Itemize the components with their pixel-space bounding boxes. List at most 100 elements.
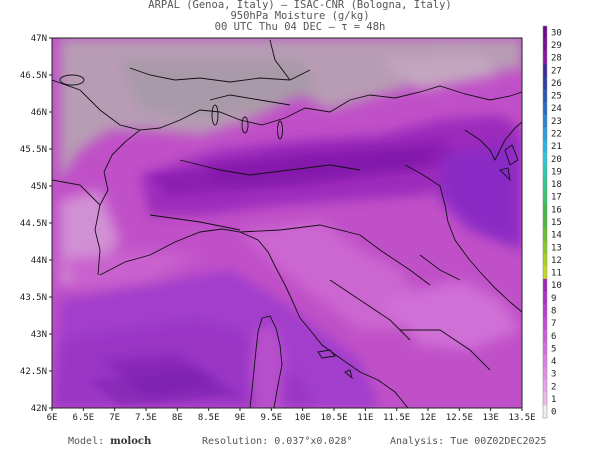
colorbar-label: 23 [551, 117, 562, 127]
colorbar-label: 24 [551, 104, 562, 114]
lon-tick-label: 11E [357, 413, 373, 423]
colorbar-label: 1 [551, 395, 556, 405]
colorbar-label: 26 [551, 79, 562, 89]
colorbar-swatch [543, 304, 547, 318]
colorbar-swatch [543, 101, 547, 116]
lat-tick-label: 45N [31, 182, 47, 192]
colorbar-swatch [543, 89, 547, 103]
colorbar-label: 3 [551, 370, 556, 380]
lon-tick-label: 12.5E [446, 413, 473, 423]
colorbar-swatch [543, 278, 547, 293]
colorbar-swatch [543, 38, 547, 52]
colorbar-swatch [543, 291, 547, 305]
lon-tick-label: 12E [420, 413, 436, 423]
colorbar-label: 15 [551, 218, 562, 228]
latitude-ticks: 47N 46.5N 46N 45.5N 45N 44.5N 44N 43.5N 43N 42.5N… [20, 34, 52, 414]
colorbar-swatch [543, 215, 547, 229]
lat-tick-label: 45.5N [20, 145, 47, 155]
colorbar-frame [542, 25, 548, 419]
lon-tick-label: 13E [483, 413, 499, 423]
lat-tick-label: 46.5N [20, 71, 47, 81]
lat-tick-label: 44.5N [20, 219, 47, 229]
lat-tick-label: 46N [31, 108, 47, 118]
lon-tick-label: 8.5E [198, 413, 220, 423]
footer-model-label: Model: [68, 436, 105, 447]
colorbar-swatch [543, 240, 547, 255]
colorbar-swatch [543, 253, 547, 267]
colorbar-label: 5 [551, 344, 556, 354]
colorbar-label: 17 [551, 193, 562, 203]
footer-analysis: Analysis: Tue 00Z02DEC2025 [390, 436, 547, 447]
colorbar-swatch [543, 76, 547, 90]
colorbar-swatch [543, 165, 547, 179]
colorbar-label: 10 [551, 281, 562, 291]
colorbar-label: 30 [551, 28, 562, 38]
colorbar-swatch [543, 190, 547, 204]
colorbar-swatch [543, 26, 547, 40]
colorbar: 3029282726252423222120191817161514131211… [542, 25, 562, 419]
lat-tick-label: 42N [31, 404, 47, 414]
lon-tick-label: 11.5E [383, 413, 410, 423]
lon-tick-label: 6.5E [72, 413, 94, 423]
lon-tick-label: 9E [235, 413, 246, 423]
lon-tick-label: 7E [109, 413, 120, 423]
colorbar-swatch [543, 228, 547, 242]
colorbar-swatch [543, 139, 547, 153]
colorbar-label: 14 [551, 231, 562, 241]
moisture-field [52, 38, 522, 408]
colorbar-swatch [543, 127, 547, 141]
colorbar-swatch [543, 392, 547, 406]
colorbar-label: 22 [551, 129, 562, 139]
colorbar-label: 16 [551, 205, 562, 215]
lon-tick-label: 10.5E [320, 413, 347, 423]
colorbar-swatch [543, 51, 547, 65]
colorbar-label: 21 [551, 142, 562, 152]
coastline-borders [52, 39, 522, 408]
colorbar-label: 6 [551, 332, 556, 342]
colorbar-label: 13 [551, 243, 562, 253]
colorbar-swatch [543, 405, 547, 419]
colorbar-label: 2 [551, 382, 556, 392]
colorbar-swatch [543, 152, 547, 166]
header-title-line: ARPAL (Genoa, Italy) — ISAC-CNR (Bologna… [148, 0, 452, 11]
colorbar-label: 12 [551, 256, 562, 266]
colorbar-label: 0 [551, 408, 556, 418]
colorbar-label: 18 [551, 180, 562, 190]
footer-resolution: Resolution: 0.037°x0.028° [202, 436, 353, 447]
colorbar-label: 29 [551, 41, 562, 51]
lat-tick-label: 44N [31, 256, 47, 266]
lon-tick-label: 9.5E [260, 413, 282, 423]
colorbar-swatch [543, 316, 547, 330]
colorbar-label: 4 [551, 357, 556, 367]
colorbar-swatch [543, 203, 547, 217]
colorbar-label: 9 [551, 294, 556, 304]
colorbar-label: 20 [551, 155, 562, 165]
colorbar-swatch [543, 114, 547, 128]
lon-tick-label: 13.5E [508, 413, 535, 423]
lat-tick-label: 43N [31, 330, 47, 340]
colorbar-swatch [543, 329, 547, 343]
footer-model: Model: moloch [68, 436, 151, 447]
lat-tick-label: 47N [31, 34, 47, 44]
colorbar-swatch [543, 367, 547, 381]
colorbar-label: 7 [551, 319, 556, 329]
colorbar-label: 19 [551, 167, 562, 177]
colorbar-label: 8 [551, 307, 556, 317]
lat-tick-label: 43.5N [20, 293, 47, 303]
header-time-line: 00 UTC Thu 04 DEC — τ = 48h [214, 21, 386, 33]
footer-model-name: moloch [110, 436, 152, 447]
colorbar-label: 25 [551, 92, 562, 102]
colorbar-swatch [543, 63, 547, 78]
colorbar-label: 28 [551, 54, 562, 64]
lon-tick-label: 8E [172, 413, 183, 423]
longitude-ticks: 6E 6.5E 7E 7.5E 8E 8.5E 9E 9.5E 10E 10.5E 11E 11.5E… [47, 408, 536, 423]
lon-tick-label: 6E [47, 413, 58, 423]
colorbar-swatch [543, 177, 547, 191]
colorbar-swatch [543, 354, 547, 368]
header-variable-line: 950hPa Moisture (g/kg) [230, 10, 370, 22]
colorbar-swatch [543, 266, 547, 280]
lon-tick-label: 7.5E [135, 413, 157, 423]
lat-tick-label: 42.5N [20, 367, 47, 377]
colorbar-label: 11 [551, 269, 562, 279]
